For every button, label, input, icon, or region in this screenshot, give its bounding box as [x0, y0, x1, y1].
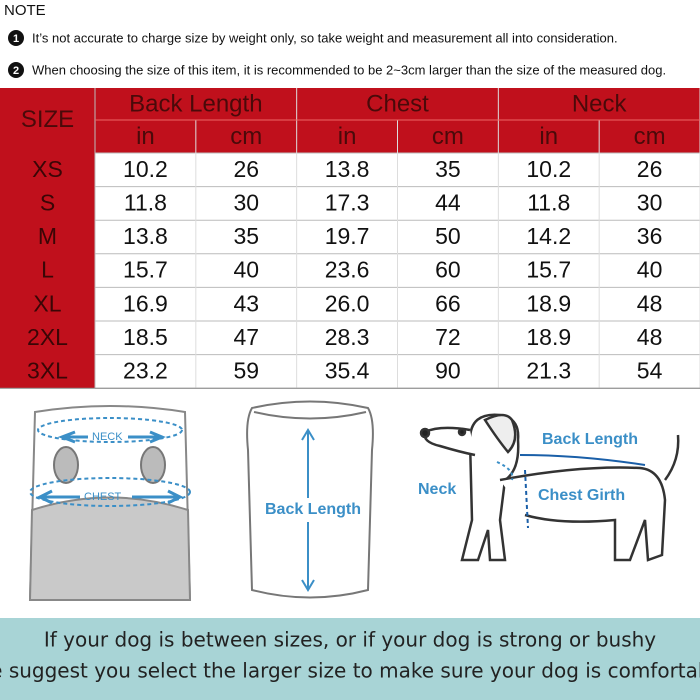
data-cell: 35 [435, 156, 461, 182]
note-item: 1 It’s not accurate to charge size by we… [8, 30, 618, 46]
dog-back-length-label: Back Length [542, 431, 638, 448]
data-cell: 59 [233, 357, 259, 383]
data-cell: 60 [435, 257, 461, 283]
unit-cell: in [338, 123, 357, 150]
data-cell: 44 [435, 189, 461, 215]
back-length-label: Back Length [265, 501, 361, 518]
data-cell: 16.9 [123, 290, 168, 316]
dog-neck-label: Neck [418, 481, 456, 498]
data-cell: 43 [233, 290, 259, 316]
data-cell: 23.2 [123, 357, 168, 383]
marker: 2 [13, 65, 19, 77]
data-cell: 30 [637, 189, 663, 215]
data-cell: 48 [637, 290, 663, 316]
header-cell: Neck [572, 90, 628, 117]
unit-cell: in [539, 123, 558, 150]
data-cell: 19.7 [325, 223, 370, 249]
size-cell: 2XL [27, 324, 68, 350]
data-cell: 17.3 [325, 189, 370, 215]
size-cell: L [41, 257, 54, 283]
data-cell: 47 [233, 324, 259, 350]
chest-label: CHEST [84, 491, 122, 503]
data-cell: 10.2 [123, 156, 168, 182]
size-cell: 3XL [27, 357, 68, 383]
data-cell: 14.2 [526, 223, 571, 249]
data-cell: 50 [435, 223, 461, 249]
marker-bg [8, 30, 24, 46]
footer-band [0, 618, 700, 700]
garment-front: NECK CHEST [28, 405, 192, 601]
data-cell: 18.5 [123, 324, 168, 350]
note-text: When choosing the size of this item, it … [32, 62, 666, 77]
dog-chest-girth-label: Chest Girth [538, 487, 625, 504]
data-cell: 18.9 [526, 324, 571, 350]
unit-cell: in [136, 123, 155, 150]
neck-label: NECK [92, 431, 123, 443]
data-cell: 28.3 [325, 324, 370, 350]
unit-cell: cm [634, 123, 666, 150]
size-col-bg [0, 88, 95, 389]
note-text: It’s not accurate to charge size by weig… [32, 30, 618, 45]
data-cell: 11.8 [124, 189, 167, 215]
note-item: 2 When choosing the size of this item, i… [8, 62, 666, 78]
data-cell: 15.7 [526, 257, 571, 283]
data-cell: 11.8 [527, 189, 570, 215]
data-cell: 26 [233, 156, 259, 182]
data-cell: 23.6 [325, 257, 370, 283]
marker: 1 [13, 33, 19, 45]
data-cell: 30 [233, 189, 259, 215]
data-cell: 10.2 [526, 156, 571, 182]
header-cell: SIZE [21, 106, 74, 133]
note-title: NOTE [4, 2, 46, 19]
data-cell: 40 [637, 257, 663, 283]
data-cell: 90 [435, 357, 461, 383]
data-cell: 72 [435, 324, 461, 350]
unit-cell: cm [230, 123, 262, 150]
data-cell: 18.9 [526, 290, 571, 316]
unit-cell: cm [432, 123, 464, 150]
data-cell: 26 [637, 156, 663, 182]
data-cell: 48 [637, 324, 663, 350]
data-cell: 13.8 [325, 156, 370, 182]
footer-text: If your dog is between sizes, or if your… [44, 628, 656, 652]
header-cell: Chest [366, 90, 429, 117]
data-cell: 13.8 [123, 223, 168, 249]
marker-bg [8, 62, 24, 78]
data-cell: 54 [637, 357, 663, 383]
data-cell: 35.4 [325, 357, 370, 383]
data-cell: 15.7 [123, 257, 168, 283]
data-cell: 26.0 [325, 290, 370, 316]
data-cell: 21.3 [526, 357, 571, 383]
data-cell: 36 [637, 223, 663, 249]
data-cell: 35 [233, 223, 259, 249]
size-cell: XS [32, 156, 63, 182]
data-cell: 40 [233, 257, 259, 283]
size-cell: XL [33, 290, 61, 316]
garment-back: Back Length [246, 400, 374, 599]
header-cell: Back Length [129, 90, 262, 117]
dog-illustration [419, 413, 680, 562]
size-cell: M [38, 223, 57, 249]
size-cell: S [40, 189, 55, 215]
footer-text: We suggest you select the larger size to… [0, 659, 700, 683]
data-cell: 66 [435, 290, 461, 316]
